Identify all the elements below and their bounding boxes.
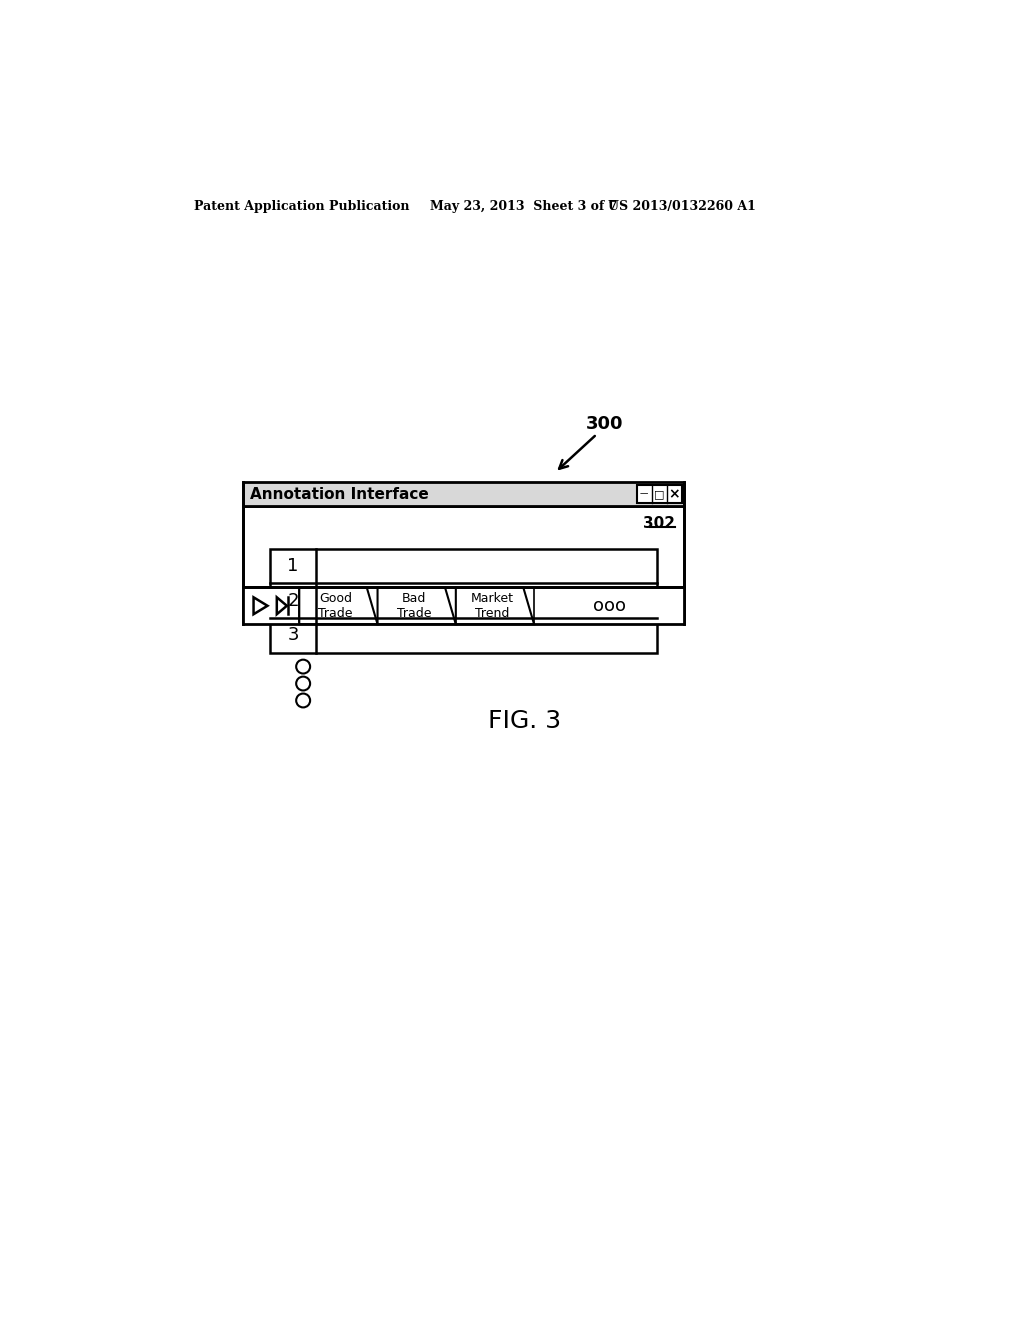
Text: ×: × <box>669 487 680 502</box>
Text: 302: 302 <box>643 516 675 531</box>
Text: Annotation Interface: Annotation Interface <box>251 487 429 502</box>
Text: 3: 3 <box>288 627 299 644</box>
Bar <box>243 507 684 587</box>
Text: □: □ <box>653 490 665 499</box>
Text: FIG. 3: FIG. 3 <box>488 709 561 733</box>
Text: Patent Application Publication: Patent Application Publication <box>194 199 410 213</box>
Text: ooo: ooo <box>593 597 626 615</box>
Text: 300: 300 <box>586 414 624 433</box>
Bar <box>270 549 657 653</box>
Text: 2: 2 <box>288 591 299 610</box>
Text: 1: 1 <box>288 557 299 576</box>
Text: US 2013/0132260 A1: US 2013/0132260 A1 <box>608 199 757 213</box>
Text: Market
Trend: Market Trend <box>471 591 514 620</box>
Text: —: — <box>640 490 648 499</box>
Bar <box>637 484 682 503</box>
Text: May 23, 2013  Sheet 3 of 7: May 23, 2013 Sheet 3 of 7 <box>430 199 617 213</box>
Text: Good
Trade: Good Trade <box>318 591 353 620</box>
Text: Bad
Trade: Bad Trade <box>396 591 431 620</box>
Bar <box>243 587 684 624</box>
Bar <box>243 482 684 507</box>
